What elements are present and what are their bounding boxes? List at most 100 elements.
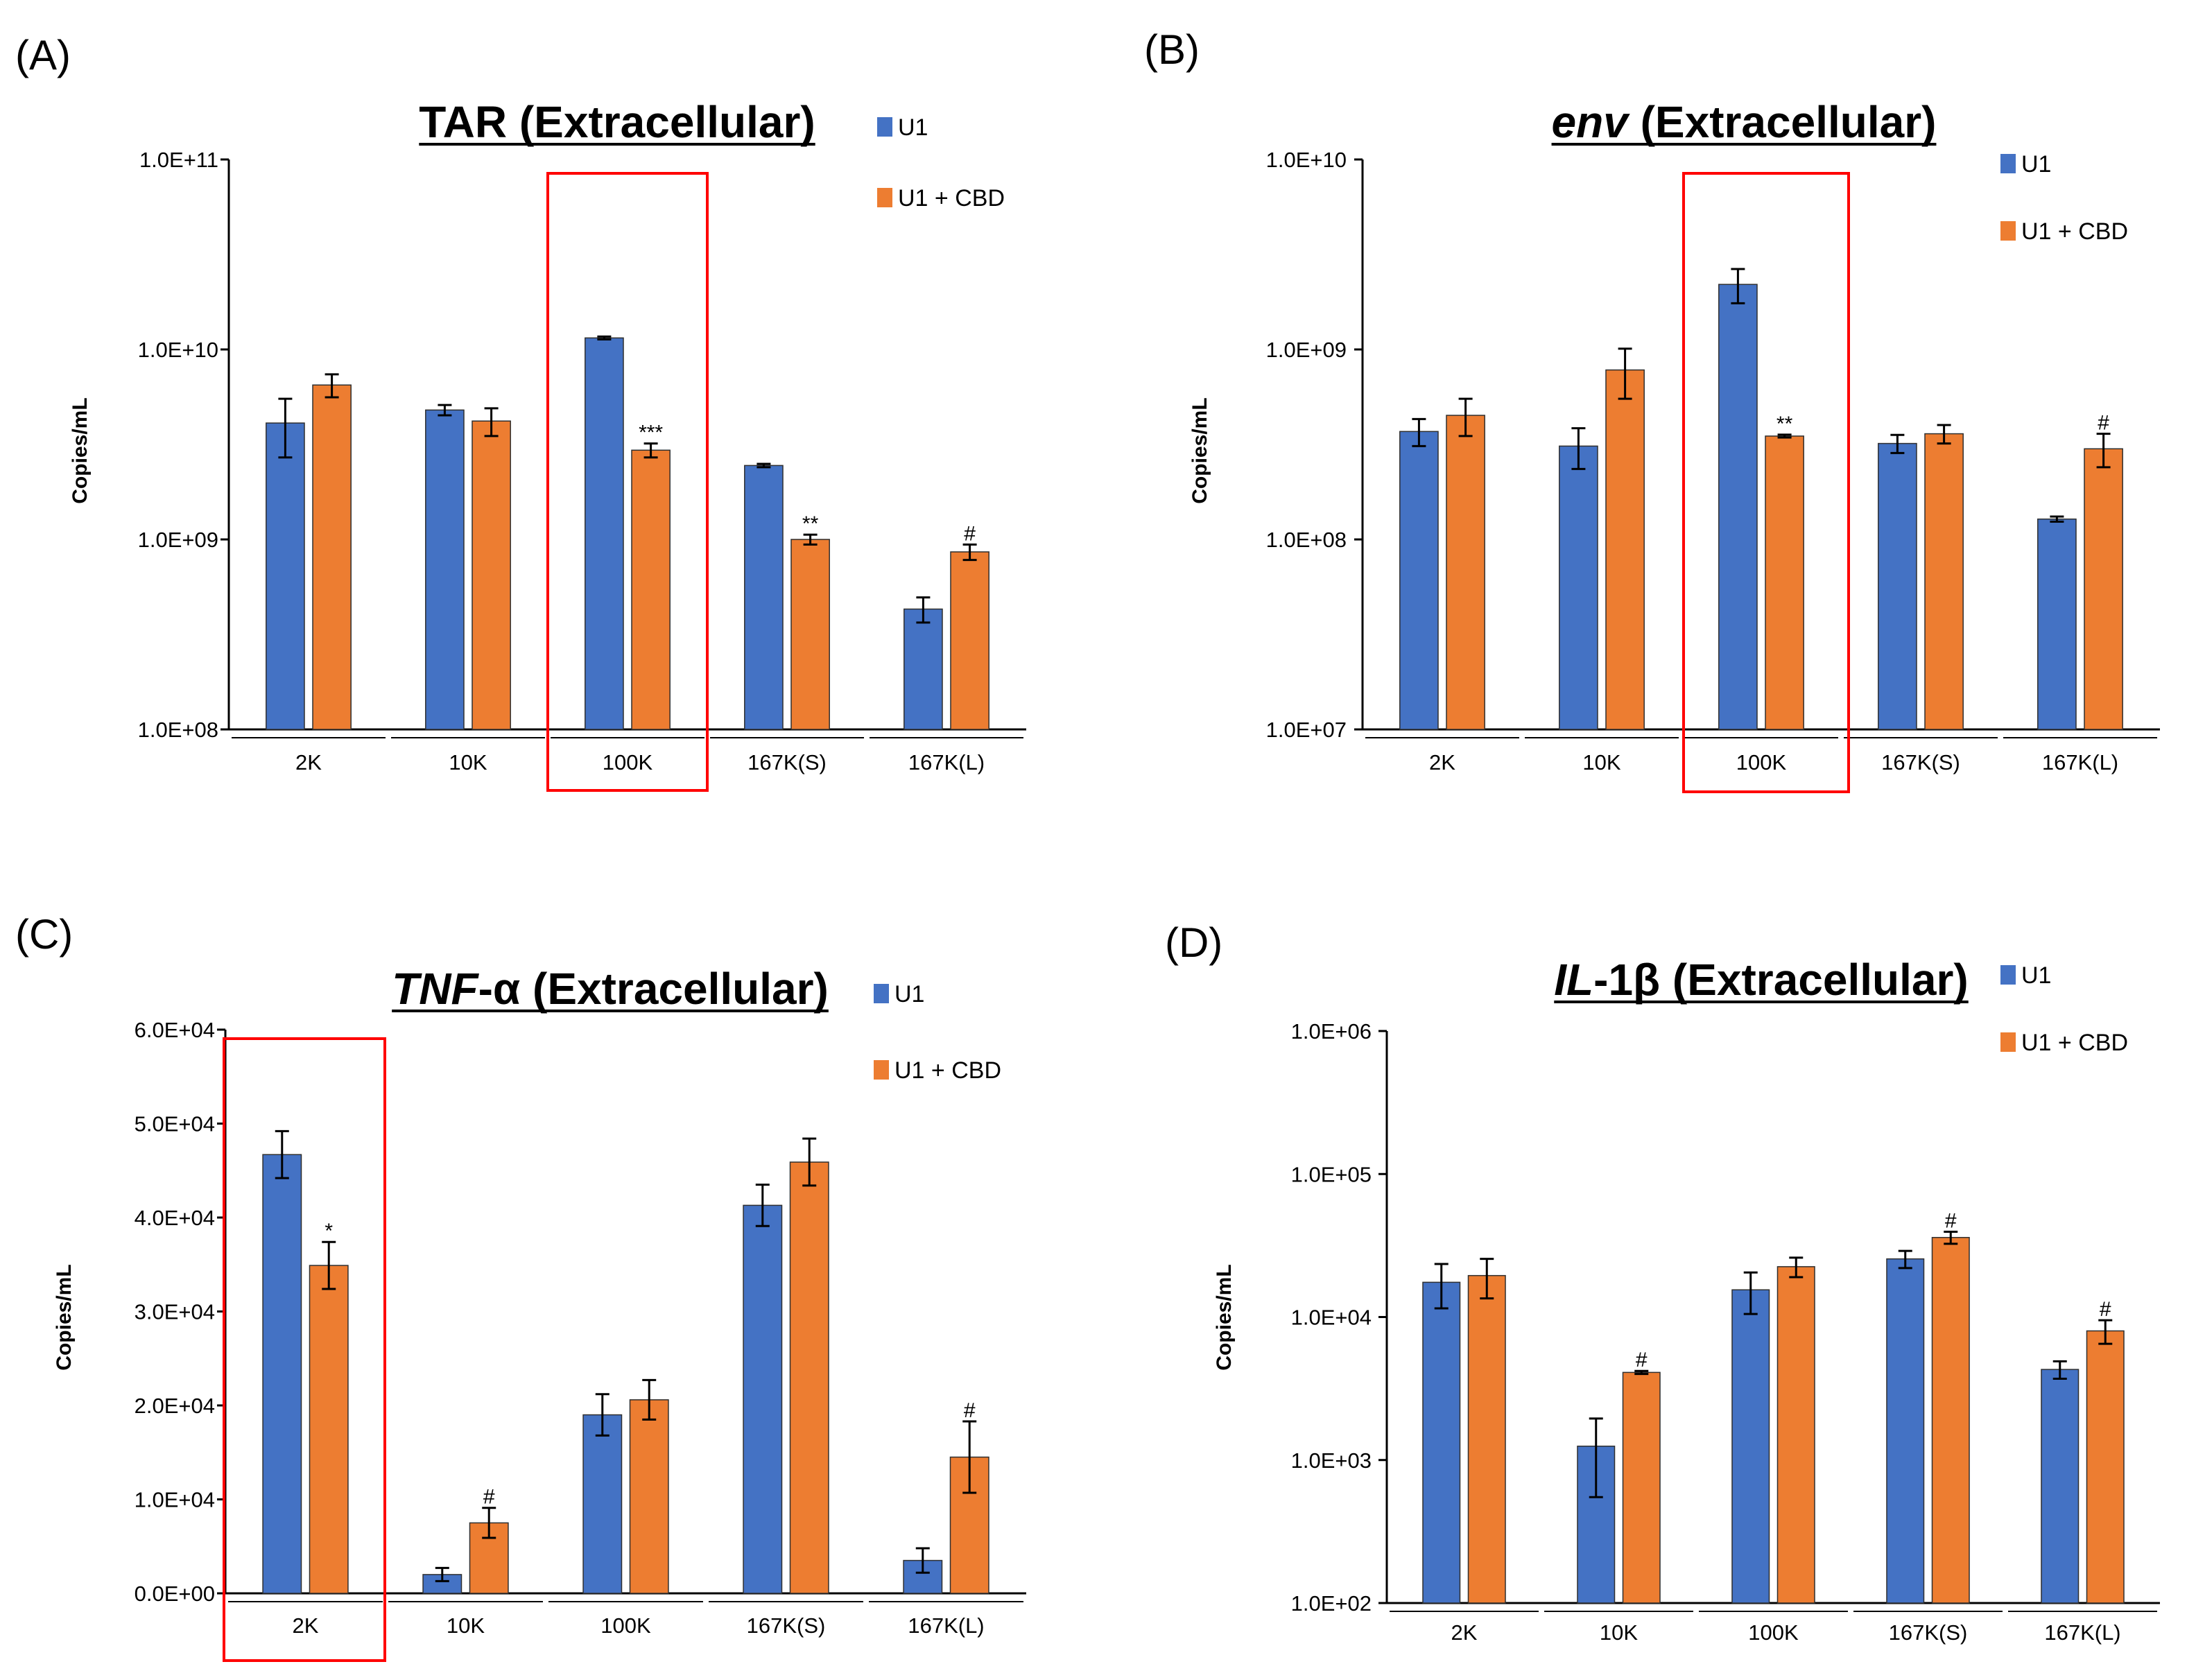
x-tick-label: 167K(S) <box>1889 1620 1968 1645</box>
bar-u1-cbd-10K <box>1605 369 1645 730</box>
y-tick-label: 5.0E+04 <box>135 1112 215 1136</box>
bar-u1-cbd-2K <box>312 384 352 730</box>
panel-label: (C) <box>15 911 73 958</box>
chart-title: env (Extracellular) <box>1552 97 1937 147</box>
bar-u1-cbd-167K(S) <box>1931 1237 1970 1604</box>
significance-marker: # <box>2098 412 2109 435</box>
bar-u1-cbd-167K(S) <box>1924 433 1964 730</box>
significance-marker: # <box>964 1399 976 1422</box>
y-tick-label: 1.0E+03 <box>1291 1448 1372 1473</box>
significance-marker: # <box>964 522 976 545</box>
y-tick-label: 1.0E+02 <box>1291 1591 1372 1616</box>
chart-title: TNF-α (Extracellular) <box>392 964 829 1014</box>
legend-label-u1-cbd: U1 + CBD <box>898 185 1005 211</box>
significance-marker: # <box>1636 1349 1648 1371</box>
bar-u1-100K <box>1718 284 1758 730</box>
significance-marker: *** <box>639 422 663 444</box>
bar-u1-167K(S) <box>1886 1258 1925 1604</box>
y-tick-label: 1.0E+06 <box>1291 1019 1372 1043</box>
chart-panel-1: (A) TAR (Extracellular) U1 U1 + CBD Copies/m… <box>15 32 1026 792</box>
bar-u1-cbd-167K(L) <box>2086 1330 2125 1604</box>
y-tick-label: 1.0E+05 <box>1291 1162 1372 1186</box>
bar-u1-cbd-167K(S) <box>790 539 830 730</box>
x-tick-label: 167K(L) <box>908 750 985 774</box>
x-tick-label: 2K <box>295 750 322 774</box>
panel-label: (B) <box>1144 26 1200 73</box>
chart-title-italic: IL <box>1554 955 1593 1005</box>
x-tick-label: 2K <box>1429 750 1455 774</box>
bar-u1-10K <box>1559 445 1598 730</box>
highlight-box <box>546 172 709 792</box>
bar-u1-2K <box>1399 431 1439 730</box>
bar-u1-cbd-100K <box>1765 435 1804 730</box>
bar-u1-cbd-2K <box>1446 415 1485 730</box>
y-tick-label: 1.0E+09 <box>138 528 218 552</box>
legend-swatch-u1 <box>2000 965 2016 985</box>
panel-label: (A) <box>15 32 71 78</box>
legend-swatch-u1 <box>2000 154 2016 173</box>
chart-title-text: -α (Extracellular) <box>478 964 829 1014</box>
y-tick-label: 1.0E+10 <box>138 338 218 362</box>
legend-swatch-u1-cbd <box>2000 221 2016 241</box>
bar-u1-167K(S) <box>743 1204 783 1594</box>
bar-u1-167K(S) <box>1878 442 1917 730</box>
legend-label-u1: U1 <box>898 114 928 141</box>
highlight-box <box>1682 172 1850 793</box>
x-tick-label: 167K(S) <box>747 1613 826 1638</box>
bar-u1-cbd-167K(L) <box>2084 448 2123 730</box>
y-axis-label: Copies/mL <box>1188 397 1211 503</box>
x-tick-label: 2K <box>1451 1620 1478 1645</box>
legend-label-u1: U1 <box>894 981 924 1007</box>
bar-u1-167K(L) <box>2041 1369 2080 1604</box>
y-tick-label: 1.0E+08 <box>1266 528 1347 552</box>
bar-u1-cbd-10K <box>1622 1371 1661 1604</box>
y-tick-label: 0.0E+00 <box>135 1582 215 1606</box>
bar-u1-167K(L) <box>904 608 943 730</box>
bar-u1-cbd-167K(L) <box>950 551 989 730</box>
bar-u1-cbd-2K <box>309 1265 349 1594</box>
bar-u1-167K(S) <box>744 465 784 730</box>
bar-u1-cbd-100K <box>629 1399 669 1594</box>
chart-title: TAR (Extracellular) <box>419 97 815 147</box>
x-tick-label: 10K <box>447 1613 485 1638</box>
legend-label-u1-cbd: U1 + CBD <box>2021 1030 2128 1056</box>
panel-label: (D) <box>1165 919 1222 966</box>
y-axis-label: Copies/mL <box>1213 1264 1236 1370</box>
legend-label-u1: U1 <box>2021 151 2051 177</box>
x-tick-label: 10K <box>449 750 487 774</box>
legend-label-u1-cbd: U1 + CBD <box>2021 218 2128 245</box>
y-tick-label: 6.0E+04 <box>135 1018 215 1042</box>
bar-u1-cbd-167K(S) <box>789 1161 829 1594</box>
chart-title-text: (Extracellular) <box>1628 97 1937 147</box>
y-tick-label: 1.0E+04 <box>1291 1306 1372 1330</box>
significance-marker: ** <box>1776 413 1793 435</box>
legend-swatch-u1 <box>874 984 889 1003</box>
chart-title-text: TAR (Extracellular) <box>419 97 815 147</box>
y-axis-label: Copies/mL <box>69 397 92 503</box>
bar-u1-167K(L) <box>2037 518 2077 730</box>
highlight-box <box>223 1037 386 1662</box>
bar-u1-cbd-100K <box>631 449 671 730</box>
y-tick-label: 3.0E+04 <box>135 1300 215 1324</box>
y-tick-label: 4.0E+04 <box>135 1206 215 1230</box>
significance-marker: # <box>483 1486 495 1509</box>
x-tick-label: 167K(L) <box>2044 1620 2120 1645</box>
y-tick-label: 1.0E+09 <box>1266 338 1347 362</box>
legend-swatch-u1-cbd <box>877 188 892 207</box>
y-axis-label: Copies/mL <box>53 1264 76 1370</box>
legend-swatch-u1-cbd <box>2000 1032 2016 1052</box>
x-tick-label: 100K <box>600 1613 651 1638</box>
x-tick-label: 167K(L) <box>2042 750 2118 774</box>
significance-marker: * <box>325 1220 333 1242</box>
significance-marker: # <box>2100 1298 2111 1321</box>
y-tick-label: 1.0E+10 <box>1266 148 1347 172</box>
bar-u1-cbd-2K <box>1467 1274 1506 1604</box>
bar-u1-2K <box>266 422 305 730</box>
x-tick-label: 10K <box>1600 1620 1638 1645</box>
x-tick-label: 100K <box>1736 750 1787 774</box>
chart-title-text: -1β (Extracellular) <box>1593 955 1969 1005</box>
significance-marker: # <box>1945 1209 1957 1232</box>
bar-u1-cbd-10K <box>472 420 511 730</box>
x-tick-label: 167K(L) <box>908 1613 984 1638</box>
